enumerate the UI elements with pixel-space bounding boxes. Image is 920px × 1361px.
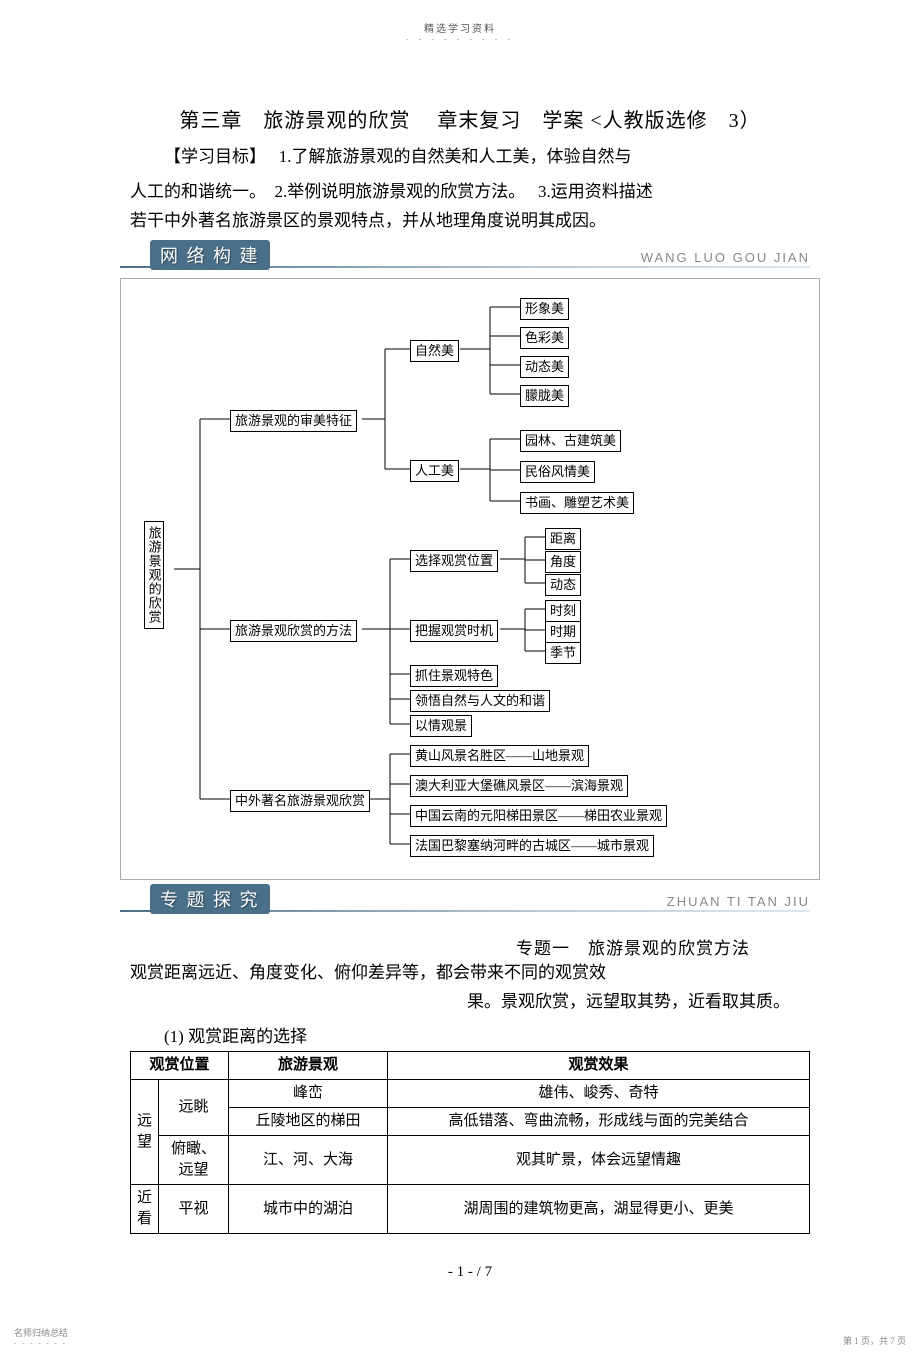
cell-effect: 湖周围的建筑物更高，湖显得更小、更美 [388, 1185, 810, 1234]
node-leaf: 民俗风情美 [520, 461, 595, 483]
mindmap-container: 旅游景观的欣赏 旅游景观的审美特征 自然美 形象美 色彩美 动态美 朦胧美 人工… [120, 278, 820, 880]
cell-group-b: 近看 [131, 1185, 159, 1234]
doc-top-header: 精选学习资料 [0, 0, 920, 35]
footer-left-dots: - - - - - - - [14, 1339, 68, 1347]
node-branch3: 中外著名旅游景观欣赏 [230, 790, 370, 812]
section-banner-network: 网 络 构 建 WANG LUO GOU JIAN [120, 242, 810, 274]
footer-left-text: 名师归纳总结 [14, 1326, 68, 1339]
section-banner-topic: 专 题 探 究 ZHUAN TI TAN JIU [120, 886, 810, 918]
node-leaf: 黄山风景名胜区——山地景观 [410, 745, 589, 767]
node-leaf: 距离 [545, 528, 581, 550]
table-row: 远望 远眺 峰峦 雄伟、峻秀、奇特 [131, 1080, 810, 1108]
th-scene: 旅游景观 [229, 1052, 388, 1080]
node-leaf: 季节 [545, 642, 581, 664]
cell-scene: 城市中的湖泊 [229, 1185, 388, 1234]
cell-scene: 江、河、大海 [229, 1136, 388, 1185]
node-leaf: 澳大利亚大堡礁风景区——滨海景观 [410, 775, 628, 797]
node-branch2: 旅游景观欣赏的方法 [230, 620, 357, 642]
cell-scene: 丘陵地区的梯田 [229, 1108, 388, 1136]
node-leaf: 朦胧美 [520, 385, 569, 407]
node-leaf: 园林、古建筑美 [520, 430, 621, 452]
node-leaf: 动态 [545, 574, 581, 596]
cell-group-a: 远望 [131, 1080, 159, 1185]
th-position: 观赏位置 [131, 1052, 229, 1080]
node-leaf: 动态美 [520, 356, 569, 378]
node-leaf: 法国巴黎塞纳河畔的古城区——城市景观 [410, 835, 654, 857]
topic1-para2: 果。景观欣赏，远望取其势，近看取其质。 [130, 988, 810, 1017]
table-row: 俯瞰、远望 江、河、大海 观其旷景，体会远望情趣 [131, 1136, 810, 1185]
chapter-title: 第三章 旅游景观的欣赏 章末复习 学案 <人教版选修 3） [130, 104, 810, 133]
mindmap: 旅游景观的欣赏 旅游景观的审美特征 自然美 形象美 色彩美 动态美 朦胧美 人工… [130, 289, 810, 869]
node-leaf: 书画、雕塑艺术美 [520, 492, 634, 514]
node-b1-sub1: 自然美 [410, 340, 459, 362]
topic1-title: 专题一 旅游景观的欣赏方法 [130, 934, 810, 959]
banner-label: 网 络 构 建 [150, 240, 270, 270]
page-content: 第三章 旅游景观的欣赏 章末复习 学案 <人教版选修 3） 【学习目标】 1.了… [0, 44, 920, 1301]
th-effect: 观赏效果 [388, 1052, 810, 1080]
objectives-line1: 【学习目标】 1.了解旅游景观的自然美和人工美，体验自然与 [130, 143, 810, 172]
node-leaf: 以情观景 [410, 715, 472, 737]
cell-effect: 观其旷景，体会远望情趣 [388, 1136, 810, 1185]
topic1-para1: 观赏距离远近、角度变化、俯仰差异等，都会带来不同的观赏效 [130, 959, 810, 988]
node-b2-sub1: 选择观赏位置 [410, 550, 498, 572]
node-leaf: 抓住景观特色 [410, 665, 498, 687]
node-leaf: 时期 [545, 621, 581, 643]
table-row: 近看 平视 城市中的湖泊 湖周围的建筑物更高，湖显得更小、更美 [131, 1185, 810, 1234]
objectives-line3: 若干中外著名旅游景区的景观特点，并从地理角度说明其成因。 [130, 207, 810, 236]
cell-effect: 高低错落、弯曲流畅，形成线与面的完美结合 [388, 1108, 810, 1136]
node-leaf: 时刻 [545, 600, 581, 622]
node-b1-sub2: 人工美 [410, 460, 459, 482]
node-leaf: 形象美 [520, 298, 569, 320]
banner-pinyin: ZHUAN TI TAN JIU [667, 894, 810, 909]
node-leaf: 色彩美 [520, 327, 569, 349]
node-leaf: 中国云南的元阳梯田景区——梯田农业景观 [410, 805, 667, 827]
banner-pinyin: WANG LUO GOU JIAN [641, 250, 810, 265]
cell-pos: 远眺 [159, 1080, 229, 1136]
cell-pos: 俯瞰、远望 [159, 1136, 229, 1185]
page-number: - 1 - / 7 [130, 1264, 810, 1281]
node-branch1: 旅游景观的审美特征 [230, 410, 357, 432]
distance-table: 观赏位置 旅游景观 观赏效果 远望 远眺 峰峦 雄伟、峻秀、奇特 丘陵地区的梯田… [130, 1051, 810, 1234]
node-root: 旅游景观的欣赏 [144, 521, 164, 629]
cell-scene: 峰峦 [229, 1080, 388, 1108]
table-header-row: 观赏位置 旅游景观 观赏效果 [131, 1052, 810, 1080]
banner-label: 专 题 探 究 [150, 884, 270, 914]
footer-right: 第 1 页，共 7 页 [843, 1334, 906, 1347]
cell-effect: 雄伟、峻秀、奇特 [388, 1080, 810, 1108]
node-leaf: 角度 [545, 551, 581, 573]
footer-left: 名师归纳总结 - - - - - - - [14, 1326, 68, 1347]
cell-pos: 平视 [159, 1185, 229, 1234]
node-b2-sub2: 把握观赏时机 [410, 620, 498, 642]
doc-top-dots: - - - - - - - - - [0, 35, 920, 44]
table-row: 丘陵地区的梯田 高低错落、弯曲流畅，形成线与面的完美结合 [131, 1108, 810, 1136]
topic1-subheading: (1) 观赏距离的选择 [130, 1022, 810, 1047]
objectives-line2: 人工的和谐统一。 2.举例说明旅游景观的欣赏方法。 3.运用资料描述 [130, 178, 810, 207]
node-leaf: 领悟自然与人文的和谐 [410, 690, 550, 712]
